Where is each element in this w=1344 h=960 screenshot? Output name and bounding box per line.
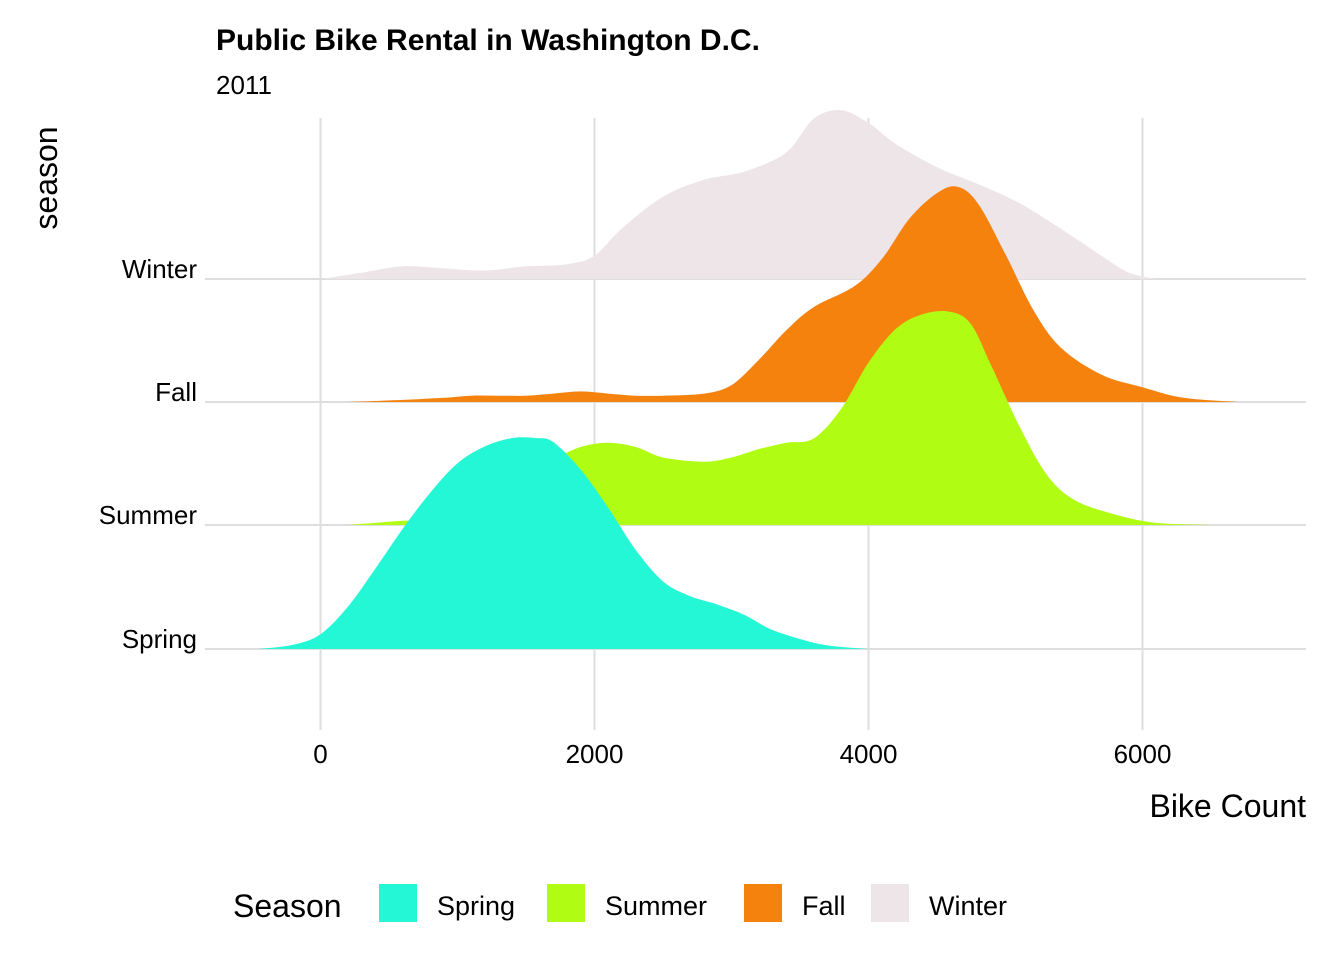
legend-items: Spring Summer Fall Winter: [379, 884, 1007, 922]
ridge-fall: [347, 186, 1239, 402]
legend-title: Season: [233, 888, 342, 924]
ridge-winter: [320, 110, 1157, 279]
legend-key-winter: [871, 884, 909, 922]
density-ridges: [258, 110, 1239, 649]
y-tick-label-summer: Summer: [99, 500, 198, 530]
legend-label-fall: Fall: [802, 891, 846, 921]
chart-subtitle: 2011: [216, 70, 272, 100]
y-tick-label-fall: Fall: [155, 377, 197, 407]
x-tick-label-2000: 2000: [566, 739, 624, 769]
legend: Season Spring Summer Fall Winter: [233, 884, 1007, 924]
y-tick-label-winter: Winter: [122, 254, 197, 284]
x-tick-label-6000: 6000: [1114, 739, 1172, 769]
x-tick-labels: 0 2000 4000 6000: [313, 739, 1171, 769]
y-tick-label-spring: Spring: [122, 624, 197, 654]
legend-key-fall: [744, 884, 782, 922]
y-axis-title: season: [28, 126, 64, 229]
chart-title: Public Bike Rental in Washington D.C.: [216, 24, 760, 57]
legend-label-winter: Winter: [929, 891, 1007, 921]
legend-key-spring: [379, 884, 417, 922]
x-tick-label-4000: 4000: [840, 739, 898, 769]
y-tick-labels: Spring Summer Fall Winter: [99, 254, 198, 654]
x-tick-label-0: 0: [313, 739, 327, 769]
ridge-spring: [258, 437, 869, 649]
x-axis-title: Bike Count: [1149, 788, 1306, 824]
legend-label-spring: Spring: [437, 891, 515, 921]
legend-label-summer: Summer: [605, 891, 707, 921]
legend-key-summer: [547, 884, 585, 922]
